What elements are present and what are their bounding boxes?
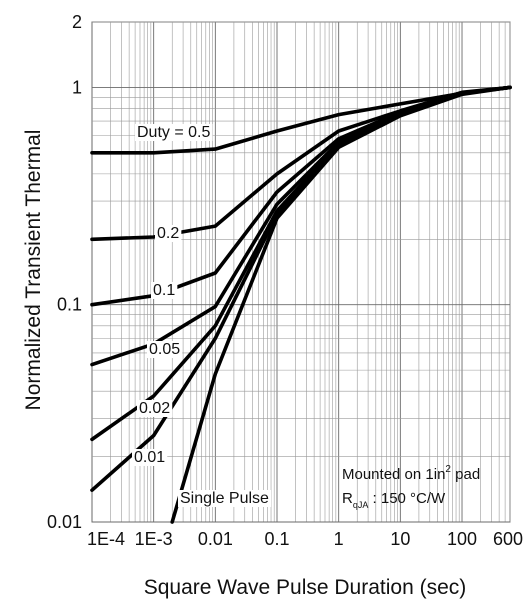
label-0-01-background xyxy=(132,449,168,466)
y-axis-label: Normalized Transient Thermal xyxy=(22,130,45,411)
series-line-6 xyxy=(170,85,512,524)
x-tick-label: 1E-4 xyxy=(87,529,125,549)
label-duty-0-5-background xyxy=(135,124,213,141)
series-labels: Duty = 0.5 0.2 0.1 0.05 0.02 0.01 Single Pulse xyxy=(132,124,272,507)
mounting-annotation: Mounted on 1in2 pad RqJA : 150 °C/W xyxy=(342,464,480,510)
series-line-2 xyxy=(90,85,512,307)
x-tick-label: 600 xyxy=(493,529,523,549)
annotation-line-1: Mounted on 1in2 pad xyxy=(342,464,480,483)
label-0-02-background xyxy=(137,400,173,417)
x-tick-label: 0.1 xyxy=(264,529,289,549)
y-tick-label: 0.01 xyxy=(47,512,82,532)
y-tick-label: 1 xyxy=(72,77,82,97)
label-0-2-background xyxy=(155,225,182,242)
x-tick-label: 100 xyxy=(447,529,477,549)
label-0-01: 0.01 xyxy=(134,449,165,466)
label-single-pulse: Single Pulse xyxy=(180,490,269,507)
label-0-05: 0.05 xyxy=(149,341,180,358)
label-duty-0-5: Duty = 0.5 xyxy=(137,124,210,141)
x-tick-label: 1 xyxy=(334,529,344,549)
tick-labels: 1E-4 1E-3 0.01 0.1 1 10 100 600 2 1 0.1 0.01 xyxy=(47,12,523,549)
series-line-1 xyxy=(90,85,512,242)
label-0-2: 0.2 xyxy=(157,225,179,242)
label-single-pulse-background xyxy=(178,490,272,507)
label-0-1-background xyxy=(151,282,178,299)
annotation-line-2: RqJA : 150 °C/W xyxy=(342,490,446,510)
label-0-05-background xyxy=(147,341,183,358)
x-tick-label: 10 xyxy=(390,529,410,549)
y-tick-label: 0.1 xyxy=(57,295,82,315)
x-axis-label: Square Wave Pulse Duration (sec) xyxy=(144,576,467,599)
x-tick-label: 0.01 xyxy=(198,529,233,549)
y-tick-label: 2 xyxy=(72,12,82,32)
label-0-1: 0.1 xyxy=(153,282,175,299)
x-tick-label: 1E-3 xyxy=(135,529,173,549)
label-0-02: 0.02 xyxy=(139,400,170,417)
